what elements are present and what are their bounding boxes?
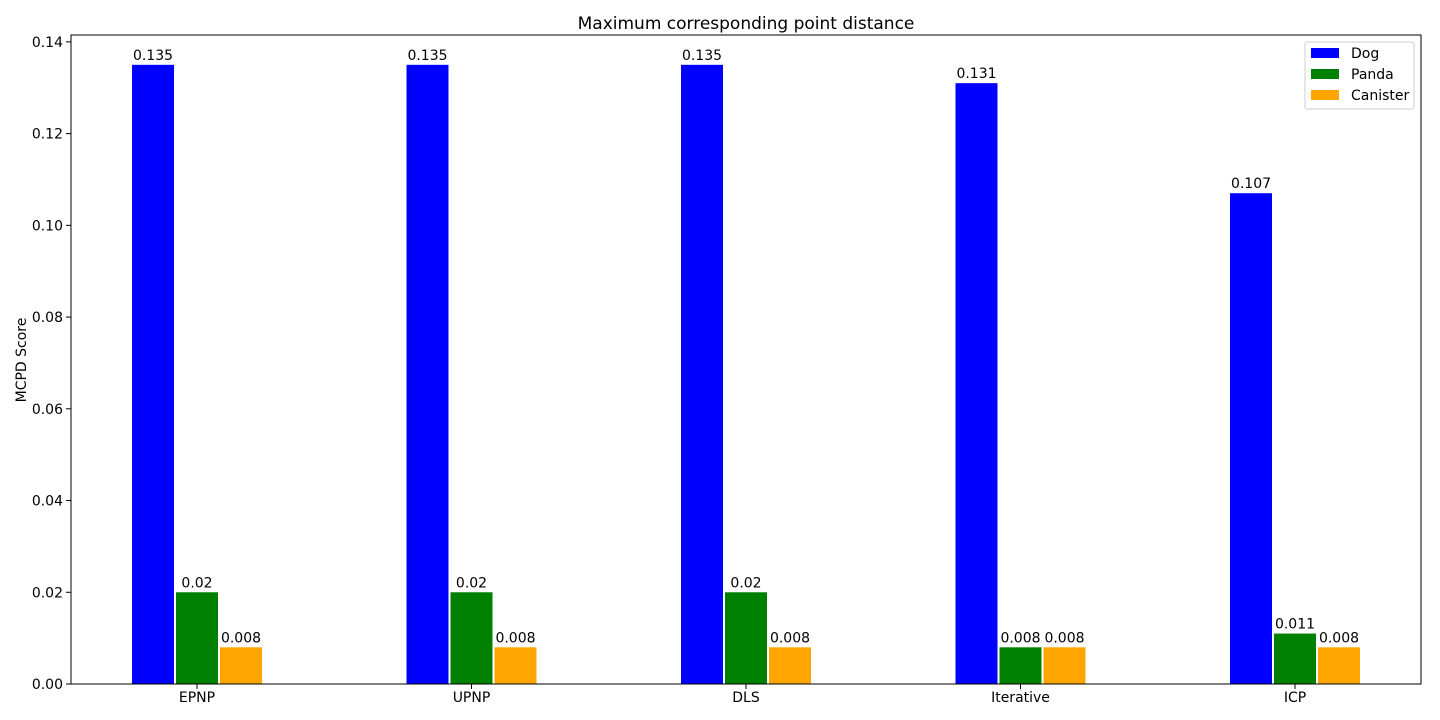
y-axis-label: MCPD Score (14, 318, 30, 403)
plot-area: 0.00 0.02 0.04 0.06 0.08 0.10 0.12 0.14 EPNP 0.13… (32, 35, 1360, 706)
bar-value-label: 0.008 (221, 630, 261, 646)
bar-panda-iterative (999, 647, 1042, 684)
bar-canister-epnp (220, 647, 262, 684)
plot-frame (70, 34, 1422, 685)
x-tick-label: Iterative (991, 690, 1050, 706)
legend-swatch-panda (1311, 69, 1339, 79)
y-tick-label: 0.10 (32, 218, 63, 234)
bar-value-label: 0.135 (682, 48, 722, 64)
y-tick-label: 0.04 (32, 494, 63, 510)
legend: Dog Panda Canister (1304, 41, 1415, 110)
bar-value-label: 0.02 (730, 575, 761, 591)
bar-value-label: 0.011 (1275, 617, 1315, 633)
bar-panda-epnp (176, 592, 218, 684)
bar-panda-icp (1274, 633, 1316, 684)
legend-swatch-dog (1311, 48, 1339, 58)
legend-label-panda: Panda (1351, 67, 1394, 83)
bar-value-label: 0.135 (407, 48, 447, 64)
bar-dog-icp (1230, 193, 1272, 684)
chart-title: Maximum corresponding point distance (578, 14, 915, 34)
y-tick-label: 0.12 (32, 127, 63, 143)
x-tick-label: EPNP (179, 690, 215, 706)
x-tick-label: UPNP (453, 690, 491, 706)
y-tick-label: 0.00 (32, 677, 63, 693)
bar-panda-upnp (450, 592, 493, 684)
bar-canister-upnp (494, 647, 537, 684)
bar-dog-epnp (132, 64, 174, 684)
bar-value-label: 0.008 (770, 630, 810, 646)
x-tick-label: DLS (732, 690, 760, 706)
bar-value-label: 0.008 (1044, 630, 1084, 646)
legend-label-dog: Dog (1351, 46, 1379, 62)
legend-swatch-canister (1311, 90, 1339, 100)
bar-dog-iterative (955, 83, 998, 685)
bar-canister-dls (769, 647, 811, 684)
bar-dog-upnp (406, 64, 449, 684)
y-tick-label: 0.02 (32, 585, 63, 601)
bar-value-label: 0.008 (1000, 630, 1040, 646)
bar-value-label: 0.135 (133, 48, 173, 64)
x-tick-label: ICP (1284, 690, 1306, 706)
y-tick-label: 0.06 (32, 402, 63, 418)
bar-canister-icp (1318, 647, 1360, 684)
bar-canister-iterative (1043, 647, 1086, 684)
y-tick-label: 0.08 (32, 310, 63, 326)
y-tick-label: 0.14 (32, 35, 63, 51)
legend-label-canister: Canister (1351, 88, 1410, 104)
bar-panda-dls (725, 592, 767, 684)
bar-dog-dls (681, 64, 723, 684)
bar-value-label: 0.02 (181, 575, 212, 591)
bar-value-label: 0.107 (1231, 176, 1271, 192)
bar-value-label: 0.131 (956, 66, 996, 82)
bar-value-label: 0.008 (495, 630, 535, 646)
bar-value-label: 0.02 (456, 575, 487, 591)
bar-value-label: 0.008 (1319, 630, 1359, 646)
